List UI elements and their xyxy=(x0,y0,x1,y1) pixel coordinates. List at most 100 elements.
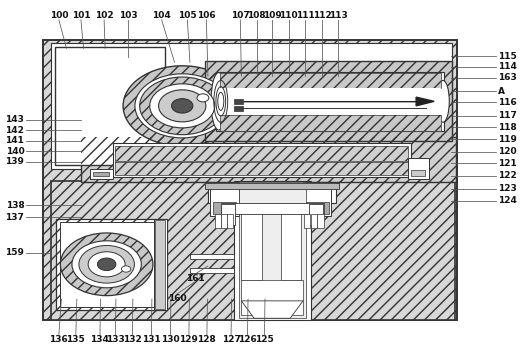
Bar xyxy=(206,61,452,141)
Bar xyxy=(190,268,234,273)
Text: 135: 135 xyxy=(66,335,85,344)
Text: 108: 108 xyxy=(247,11,266,20)
Bar xyxy=(116,146,408,160)
Circle shape xyxy=(88,252,125,277)
Bar xyxy=(234,106,243,111)
Bar xyxy=(309,204,323,225)
Text: 122: 122 xyxy=(498,171,517,180)
Text: 161: 161 xyxy=(186,274,204,283)
Text: 137: 137 xyxy=(6,213,25,222)
Bar xyxy=(220,73,441,88)
Bar xyxy=(220,115,441,131)
Bar xyxy=(113,143,411,177)
Bar xyxy=(206,61,452,141)
Bar xyxy=(220,73,441,88)
Text: 111: 111 xyxy=(295,11,314,20)
Circle shape xyxy=(158,90,206,122)
Text: 134: 134 xyxy=(90,335,109,344)
Polygon shape xyxy=(416,97,434,106)
Polygon shape xyxy=(241,301,303,318)
Text: 120: 120 xyxy=(498,147,517,156)
Circle shape xyxy=(140,77,225,135)
Bar xyxy=(317,214,324,228)
Text: 115: 115 xyxy=(498,52,517,61)
Bar xyxy=(239,183,305,318)
Text: A: A xyxy=(498,87,505,96)
Text: 102: 102 xyxy=(95,11,113,20)
Text: 105: 105 xyxy=(178,11,197,20)
Bar xyxy=(234,99,243,104)
Text: 119: 119 xyxy=(498,135,517,144)
Circle shape xyxy=(172,99,193,113)
Bar xyxy=(305,201,329,214)
Bar xyxy=(234,181,311,320)
Circle shape xyxy=(79,245,134,283)
Bar xyxy=(51,43,452,168)
Bar xyxy=(304,214,310,228)
Text: 136: 136 xyxy=(50,335,68,344)
Bar xyxy=(60,222,162,307)
Text: 114: 114 xyxy=(498,62,517,71)
Text: 101: 101 xyxy=(72,11,90,20)
Text: 107: 107 xyxy=(231,11,249,20)
Bar xyxy=(221,203,324,214)
Text: 121: 121 xyxy=(498,159,517,168)
Bar xyxy=(81,137,456,183)
Bar xyxy=(56,219,167,310)
Bar xyxy=(43,40,457,320)
Bar xyxy=(56,219,167,310)
Text: 113: 113 xyxy=(328,11,347,20)
Bar xyxy=(241,280,303,315)
Text: 128: 128 xyxy=(198,335,217,344)
Text: 117: 117 xyxy=(498,111,517,120)
Bar xyxy=(206,183,339,190)
Circle shape xyxy=(197,94,209,102)
Text: 126: 126 xyxy=(238,335,257,344)
Bar xyxy=(89,168,113,179)
Text: 106: 106 xyxy=(197,11,215,20)
Bar xyxy=(55,47,165,165)
Circle shape xyxy=(123,66,241,146)
Bar xyxy=(221,204,235,225)
Circle shape xyxy=(60,233,153,296)
Text: 141: 141 xyxy=(6,136,25,145)
Bar xyxy=(215,72,445,131)
Ellipse shape xyxy=(211,73,226,130)
Circle shape xyxy=(72,241,141,288)
Text: 118: 118 xyxy=(498,123,517,132)
Bar xyxy=(408,158,429,179)
Bar xyxy=(93,172,109,176)
Bar xyxy=(208,183,336,203)
Bar xyxy=(281,210,301,280)
Bar xyxy=(227,214,233,228)
Bar xyxy=(116,161,408,176)
Bar xyxy=(81,137,456,183)
Text: 116: 116 xyxy=(498,98,517,107)
Bar xyxy=(213,201,236,214)
Bar xyxy=(116,161,408,176)
Circle shape xyxy=(121,266,131,272)
Bar xyxy=(221,214,227,228)
Text: 138: 138 xyxy=(6,201,25,210)
Text: 109: 109 xyxy=(263,11,281,20)
Bar xyxy=(210,183,239,216)
Bar xyxy=(43,40,457,320)
Bar xyxy=(55,47,165,165)
Text: 130: 130 xyxy=(161,335,180,344)
Text: 112: 112 xyxy=(313,11,332,20)
Text: 110: 110 xyxy=(279,11,298,20)
Bar xyxy=(154,219,167,310)
Text: 140: 140 xyxy=(6,147,25,155)
Circle shape xyxy=(150,84,215,128)
Text: 133: 133 xyxy=(106,335,125,344)
Text: 100: 100 xyxy=(50,11,68,20)
Text: 124: 124 xyxy=(498,196,517,205)
Text: 143: 143 xyxy=(6,115,25,124)
Text: 125: 125 xyxy=(255,335,274,344)
Bar xyxy=(116,146,408,160)
Bar xyxy=(220,115,441,131)
Text: 132: 132 xyxy=(123,335,142,344)
Circle shape xyxy=(135,74,230,138)
Text: 142: 142 xyxy=(6,126,25,135)
Text: 123: 123 xyxy=(498,184,517,193)
